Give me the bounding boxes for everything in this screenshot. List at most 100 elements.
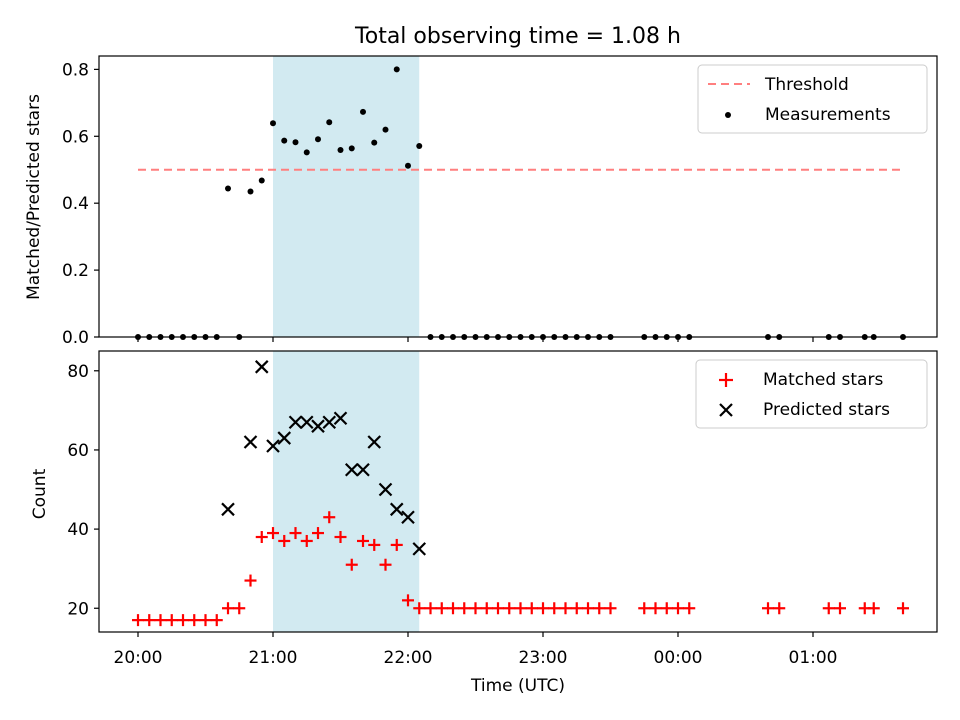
predicted-stars-points: [221, 360, 427, 556]
matched-star-point: [143, 614, 156, 627]
matched-star-point: [649, 602, 662, 615]
matched-star-point: [188, 614, 201, 627]
predicted-star-point: [412, 542, 427, 556]
predicted-star-point: [356, 462, 370, 477]
matched-star-point: [177, 614, 189, 627]
measurement-point: [281, 137, 288, 144]
measurement-point: [393, 66, 400, 73]
matched-star-point: [244, 574, 257, 587]
matched-star-point: [480, 602, 493, 615]
top-axes-frame: [98, 55, 938, 338]
x-tick-label: 23:00: [519, 648, 568, 668]
matched-star-point: [559, 602, 572, 615]
matched-star-point: [660, 602, 673, 615]
matched-star-point: [683, 602, 696, 615]
matched-star-point: [165, 614, 178, 627]
bottom-legend: Matched stars Predicted stars: [695, 359, 928, 429]
matched-star-point: [379, 558, 392, 571]
bottom-legend-box: [695, 359, 928, 429]
predicted-star-point: [277, 431, 292, 445]
bottom-axes-frame: [98, 350, 938, 633]
measurement-point: [270, 120, 276, 127]
bottom-y-tick-label: 60: [67, 441, 89, 461]
matched-star-point: [570, 602, 583, 615]
top-legend: Threshold Measurements: [697, 64, 928, 134]
predicted-star-point: [288, 415, 303, 430]
measurement-point: [326, 119, 333, 126]
legend-predicted-swatch: [719, 403, 733, 417]
top-y-tick-label: 0.2: [62, 261, 89, 281]
predicted-star-point: [401, 510, 415, 525]
measurement-point: [348, 145, 355, 152]
predicted-star-point: [344, 462, 359, 477]
matched-star-point: [447, 602, 459, 615]
measurement-point: [382, 126, 389, 133]
matched-star-point: [773, 602, 786, 615]
predicted-star-point: [254, 360, 269, 374]
measurement-point: [315, 136, 321, 143]
x-tick-label: 20:00: [114, 648, 163, 668]
bottom-y-tick-label: 80: [67, 362, 89, 382]
measurement-point: [405, 162, 411, 169]
matched-star-point: [514, 602, 527, 615]
top-y-tick-label: 0.6: [62, 127, 89, 147]
matched-star-point: [255, 531, 268, 544]
matched-star-point: [300, 534, 313, 547]
bottom-y-tick-label: 40: [67, 520, 89, 540]
matched-star-point: [323, 511, 336, 524]
matched-star-point: [402, 594, 414, 607]
matched-star-point: [222, 602, 234, 615]
matched-star-point: [867, 602, 880, 615]
matched-star-point: [672, 602, 684, 615]
matched-star-point: [762, 602, 774, 615]
matched-star-point: [312, 527, 324, 540]
predicted-star-point: [243, 435, 258, 449]
legend-matched-swatch: [719, 373, 733, 387]
top-y-tick-label: 0.4: [62, 194, 89, 214]
measurement-point: [225, 185, 231, 192]
top-y-tick-label: 0.0: [62, 328, 89, 348]
x-axis-label: Time (UTC): [470, 676, 565, 696]
top-y-axis-label: Matched/Predicted stars: [24, 94, 44, 300]
predicted-star-point: [299, 415, 314, 430]
measurement-point: [247, 188, 254, 195]
matched-star-point: [345, 558, 358, 571]
measurement-point: [416, 142, 423, 149]
predicted-star-point: [322, 415, 337, 430]
matched-star-point: [604, 602, 617, 615]
matched-star-point: [210, 614, 223, 627]
measurement-point: [303, 149, 310, 156]
matched-star-point: [267, 527, 279, 540]
top-y-tick-label: 0.8: [62, 60, 89, 80]
matched-star-point: [334, 531, 347, 544]
matched-star-point: [413, 602, 426, 615]
matched-star-point: [289, 527, 302, 540]
top-panel: 0.00.20.40.60.8 Matched/Predicted stars …: [24, 55, 938, 348]
matched-star-point: [638, 602, 651, 615]
matched-star-point: [537, 602, 549, 615]
matched-star-point: [897, 602, 909, 615]
matched-star-point: [390, 538, 403, 551]
matched-star-point: [822, 602, 835, 615]
matched-stars-points: [132, 511, 909, 627]
bottom-y-tick-label: 20: [67, 599, 89, 619]
matched-star-point: [424, 602, 437, 615]
top-legend-box: [697, 64, 928, 134]
predicted-star-point: [367, 435, 382, 449]
measurement-point: [258, 177, 265, 184]
matched-star-point: [154, 614, 167, 627]
measurement-point: [337, 147, 344, 154]
top-shaded-region: [273, 56, 420, 337]
matched-star-point: [525, 602, 538, 615]
measurement-point: [371, 139, 378, 146]
matched-star-point: [278, 534, 291, 547]
bottom-y-axis-label: Count: [30, 468, 50, 519]
predicted-star-point: [311, 419, 325, 433]
matched-star-point: [492, 602, 504, 615]
measurement-point: [360, 108, 366, 115]
matched-star-point: [368, 538, 381, 551]
measurement-point: [292, 139, 299, 146]
legend-predicted-label: Predicted stars: [763, 400, 890, 420]
predicted-star-point: [378, 482, 393, 497]
